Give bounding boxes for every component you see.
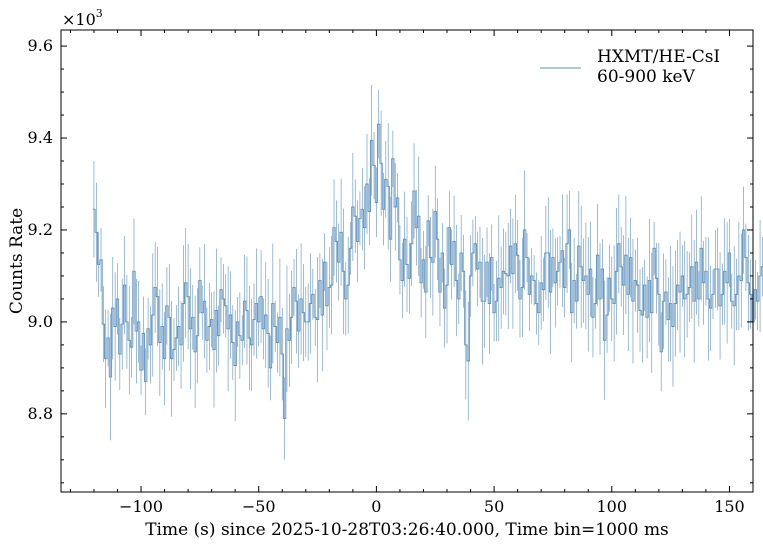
y-tick-label: 9.0	[28, 312, 53, 331]
y-axis-label: Counts Rate	[7, 208, 27, 314]
legend-label-line2: 60-900 keV	[597, 67, 696, 87]
y-multiplier-base: ×10	[62, 10, 96, 29]
series-line	[92, 123, 763, 419]
x-tick-label: 50	[484, 497, 504, 516]
y-multiplier: ×103	[62, 7, 103, 29]
y-tick-label: 9.6	[28, 36, 53, 55]
x-tick-label: 150	[714, 497, 745, 516]
y-multiplier-exponent: 3	[96, 7, 103, 20]
data-layer	[92, 85, 763, 460]
x-tick-label: 100	[597, 497, 628, 516]
legend: HXMT/HE-CsI 60-900 keV	[540, 47, 720, 87]
plot-frame	[60, 29, 754, 493]
x-tick-label: −50	[242, 497, 276, 516]
y-tick-label: 9.4	[28, 128, 53, 147]
y-tick-label: 9.2	[28, 220, 53, 239]
y-tick-label: 8.8	[28, 404, 53, 423]
x-tick-label: 0	[371, 497, 381, 516]
legend-label-line1: HXMT/HE-CsI	[597, 47, 720, 67]
x-tick-label: −100	[119, 497, 163, 516]
x-axis-label: Time (s) since 2025-10-28T03:26:40.000, …	[145, 520, 669, 540]
ticks-layer: −100 −50 0 50 100 150 8.8 9.0 9.2 9.4 9.6	[28, 30, 754, 516]
